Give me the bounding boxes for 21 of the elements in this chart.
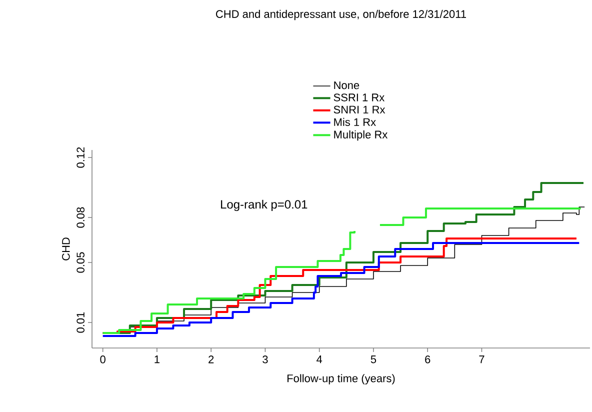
legend-label: SSRI 1 Rx [334,94,385,102]
legend-label: Mis 1 Rx [334,118,376,126]
x-tick-label: 6 [425,356,430,364]
annotation: Log-rank p=0.01 [221,200,308,212]
legend-label: SNRI 1 Rx [334,106,386,114]
y-tick-label: 0.12 [76,147,84,168]
x-tick-label: 1 [154,356,160,364]
y-tick-label: 0.01 [76,312,84,333]
legend-label: None [334,81,360,90]
x-axis-title: Follow-up time (years) [288,374,395,384]
y-tick-label: 0.05 [76,252,84,273]
legend-label: Multiple Rx [334,130,388,141]
x-tick-label: 7 [479,356,484,364]
chart-title: CHD and antidepressant use, on/before 12/31/2011 [216,10,466,20]
x-tick-label: 5 [370,356,376,364]
y-tick-label: 0.08 [76,207,84,228]
x-tick-label: 4 [316,356,322,364]
y-axis-title: CHD [62,238,70,260]
x-tick-label: 3 [262,356,268,364]
x-tick-label: 2 [208,356,214,364]
x-tick-label: 0 [100,356,106,364]
